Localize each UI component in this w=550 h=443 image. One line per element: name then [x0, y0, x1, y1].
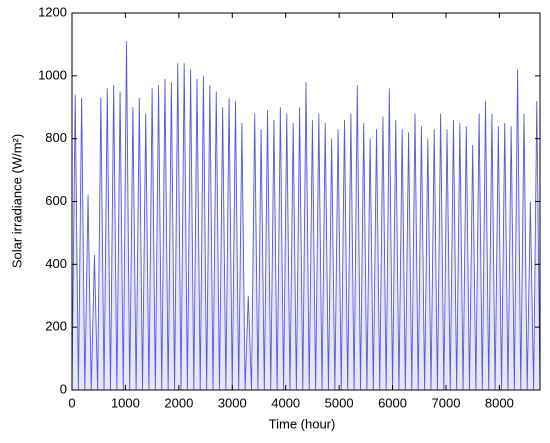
x-tick-label: 2000 — [164, 395, 193, 410]
y-axis-label: Solar irradiance (W/m²) — [9, 134, 24, 268]
y-tick-label: 800 — [45, 130, 67, 145]
x-axis-label: Time (hour) — [269, 416, 336, 431]
x-tick-label: 1000 — [111, 395, 140, 410]
x-tick-label: 3000 — [218, 395, 247, 410]
x-tick-label: 8000 — [485, 395, 514, 410]
y-tick-label: 400 — [45, 256, 67, 271]
y-tick-label: 600 — [45, 193, 67, 208]
x-tick-label: 4000 — [271, 395, 300, 410]
data-line — [71, 41, 541, 391]
x-tick-label: 5000 — [325, 395, 354, 410]
y-tick-label: 1000 — [38, 67, 67, 82]
y-tick-label: 1200 — [38, 4, 67, 19]
x-tick-label: 0 — [68, 395, 75, 410]
y-tick-label: 200 — [45, 319, 67, 334]
x-tick-label: 6000 — [378, 395, 407, 410]
y-tick-label: 0 — [60, 381, 67, 396]
x-tick-label: 7000 — [432, 395, 461, 410]
